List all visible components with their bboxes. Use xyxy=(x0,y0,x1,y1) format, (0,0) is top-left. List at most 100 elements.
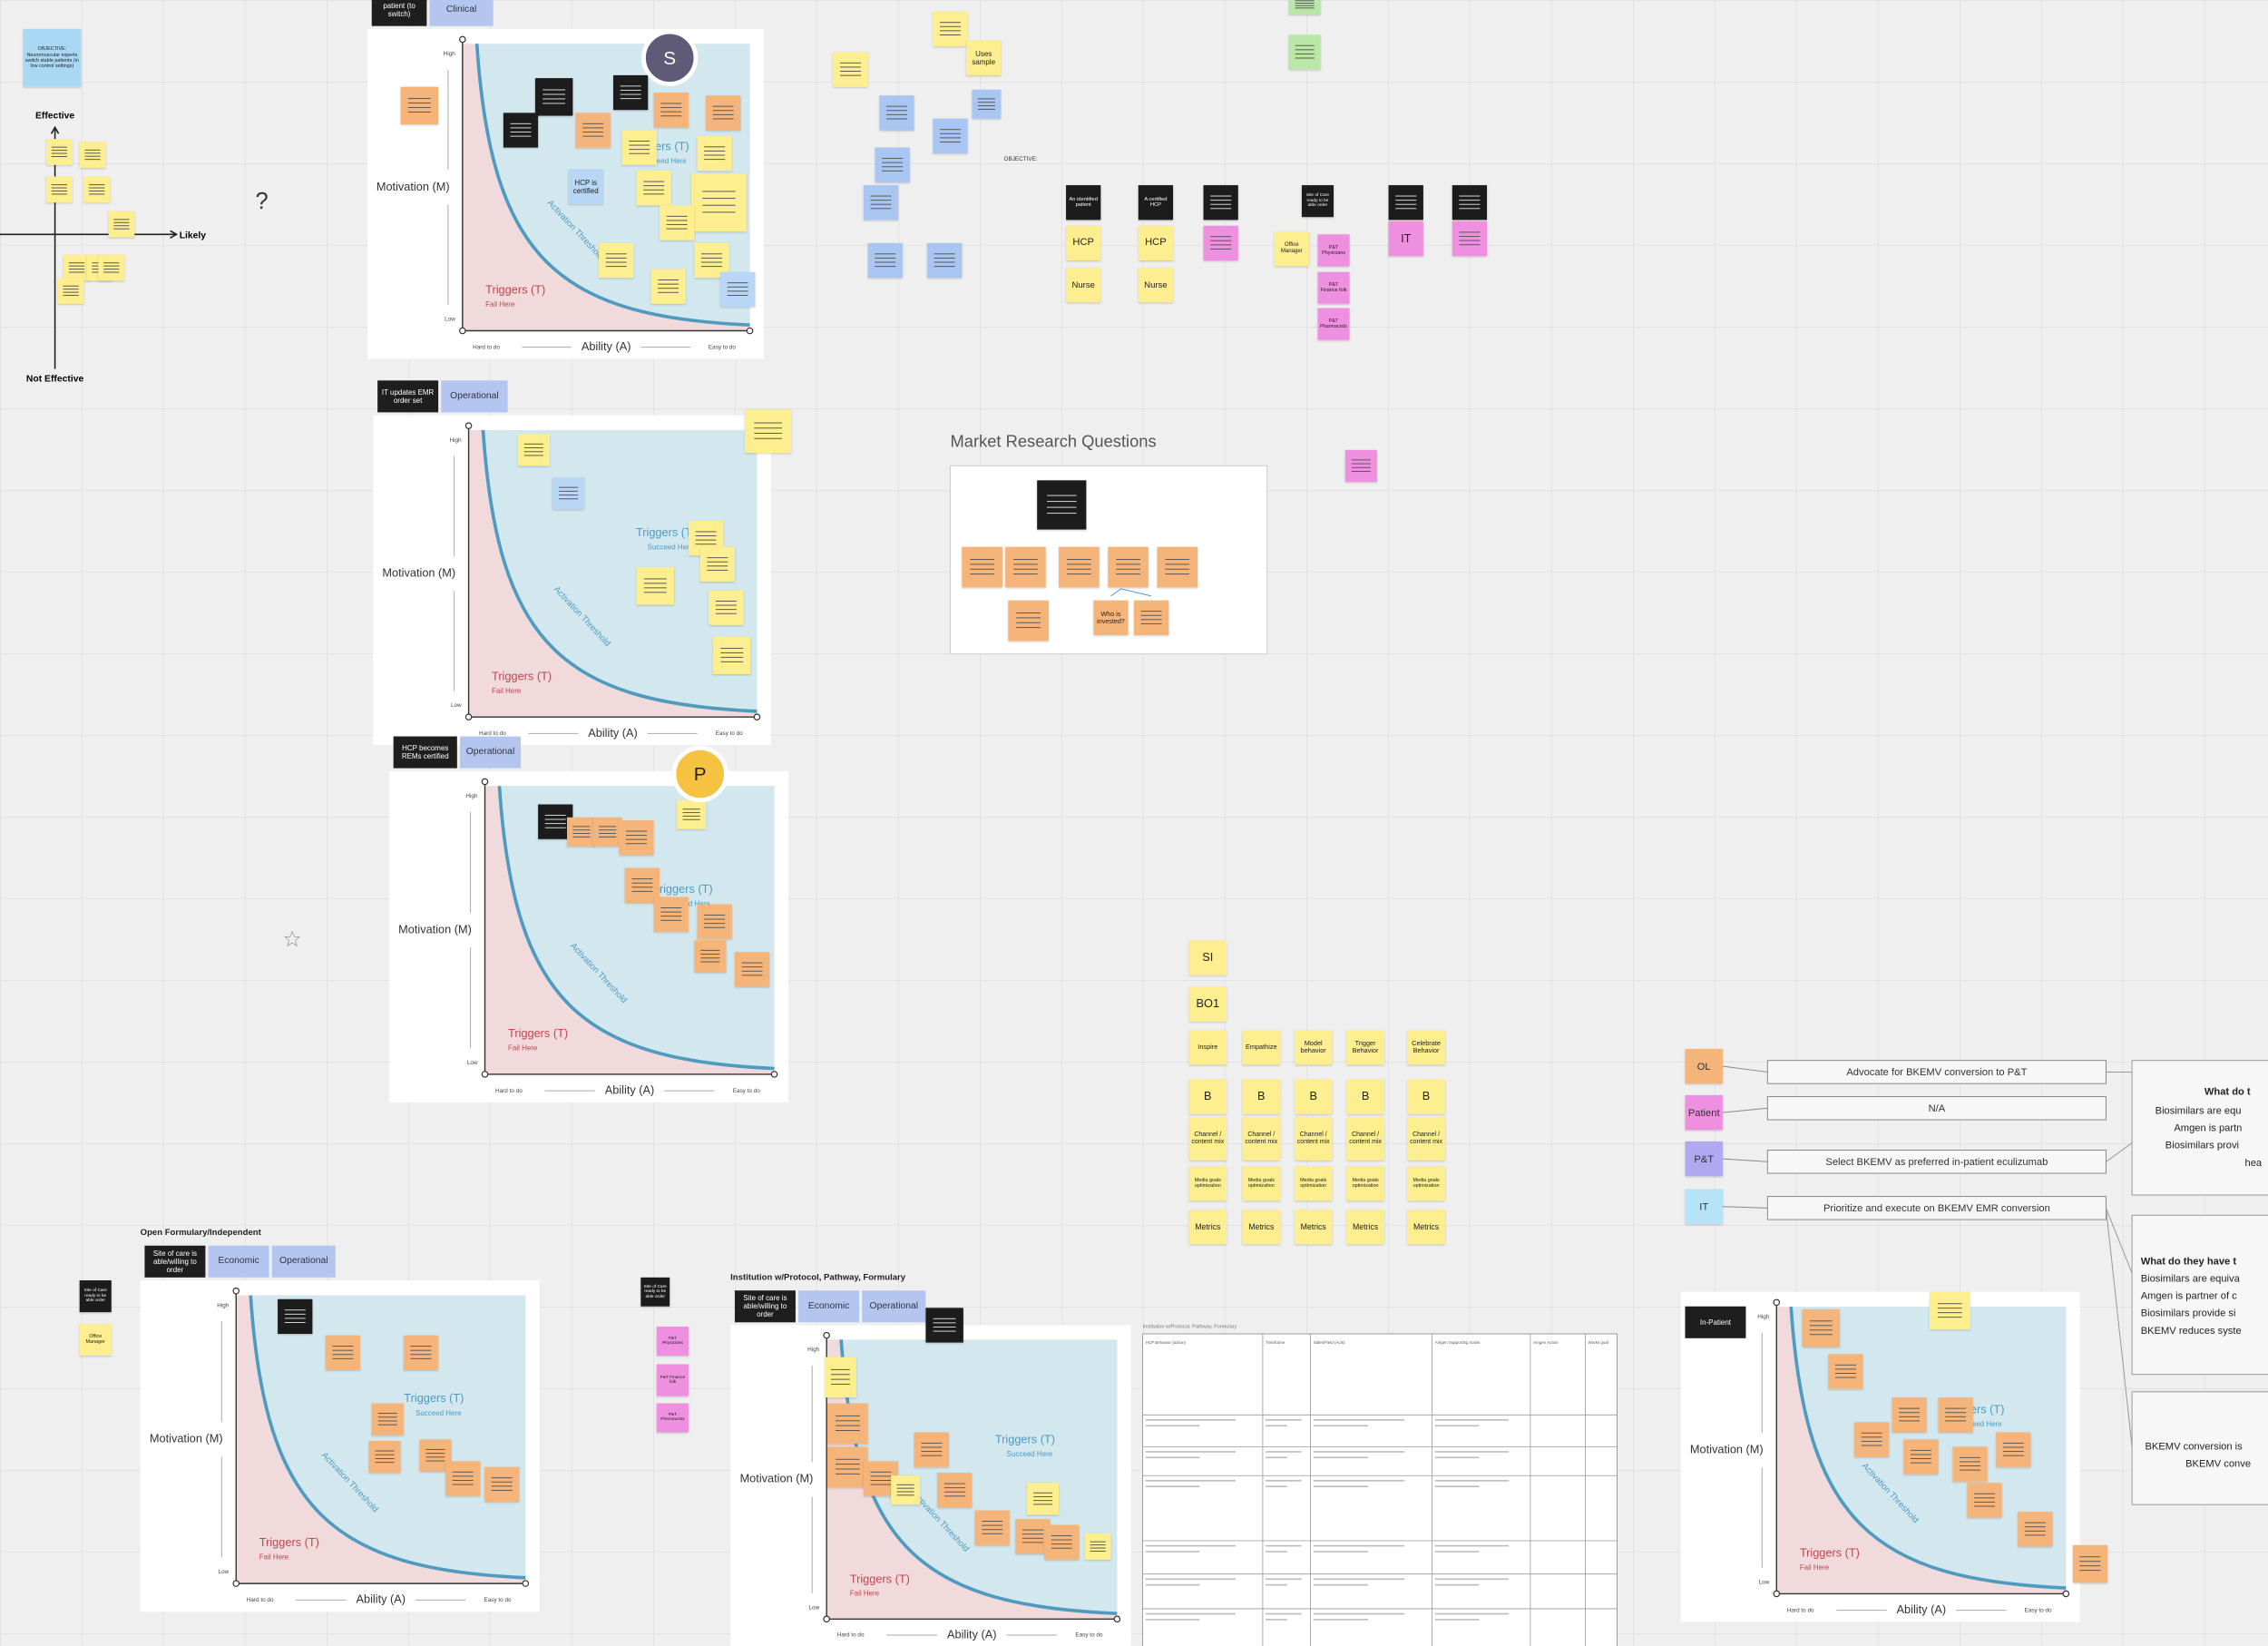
sticky-line xyxy=(1067,563,1091,565)
sticky-note xyxy=(1288,34,1321,70)
table-text-placeholder xyxy=(1266,1619,1287,1621)
sticky-label-text: Site of Care ready to be able order xyxy=(83,1288,107,1304)
sticky-label-text: Site of Care ready to be able order xyxy=(1305,193,1330,209)
succeed-sub-label: Succeed Here xyxy=(1956,1420,2002,1428)
sticky-line xyxy=(605,257,627,259)
sticky-line xyxy=(835,1430,860,1431)
sticky-line xyxy=(934,266,955,268)
sticky-note xyxy=(1388,185,1423,220)
sticky-label-text: BO1 xyxy=(1196,996,1220,1011)
sticky-line xyxy=(835,1473,860,1475)
hard-label: Hard to do xyxy=(1787,1607,1814,1613)
sticky-line xyxy=(2079,1570,2101,1572)
table-text-placeholder xyxy=(1266,1480,1302,1482)
sticky-note xyxy=(1346,1209,1384,1245)
sticky-note xyxy=(972,89,1002,119)
axis-end xyxy=(823,1331,830,1339)
info-panel xyxy=(2131,1060,2268,1196)
sticky-line xyxy=(660,907,682,908)
sticky-line xyxy=(1960,1465,1981,1467)
sticky-line xyxy=(605,266,627,268)
sticky-line xyxy=(921,1446,943,1448)
easy-label: Easy to do xyxy=(716,730,744,737)
sticky-line xyxy=(982,1533,1003,1534)
sticky-note xyxy=(1242,1079,1281,1114)
sticky-note xyxy=(575,113,611,148)
sticky-line xyxy=(754,427,782,429)
sticky-line xyxy=(830,1368,850,1370)
sticky-line xyxy=(626,835,648,837)
sticky-line xyxy=(754,433,782,434)
fail-label: Triggers (T) xyxy=(485,283,545,297)
sticky-line xyxy=(870,195,892,197)
succeed-label: Triggers (T) xyxy=(404,1391,464,1405)
sticky-note xyxy=(57,278,84,304)
info-panel xyxy=(2131,1214,2268,1376)
sticky-label: B xyxy=(1309,1089,1317,1103)
sticky-note xyxy=(1157,546,1198,588)
sticky-line xyxy=(1016,622,1041,623)
sticky-line xyxy=(660,103,682,104)
table-text-placeholder xyxy=(1313,1485,1368,1488)
sticky-line xyxy=(452,1479,474,1481)
sticky-line xyxy=(666,228,688,230)
sticky-note xyxy=(1138,225,1174,260)
sticky-line xyxy=(1047,501,1077,503)
sticky-note xyxy=(1138,267,1174,303)
sticky-note xyxy=(1037,480,1087,530)
sticky-note xyxy=(1294,1166,1333,1201)
sticky-line xyxy=(113,221,130,223)
sticky-line xyxy=(1899,1420,1921,1422)
sticky-line xyxy=(631,882,653,884)
sticky-note xyxy=(1346,1166,1384,1201)
sticky-line xyxy=(741,966,763,968)
sticky-line xyxy=(682,818,700,820)
sticky-line xyxy=(1861,1445,1882,1446)
sticky-line xyxy=(1351,463,1371,465)
table-text-placeholder xyxy=(1266,1451,1302,1453)
sticky-line xyxy=(113,225,130,227)
sticky-label: B xyxy=(1422,1089,1431,1102)
category-tag-label-text: Operational xyxy=(279,1256,328,1267)
succeed-label: Triggers (T) xyxy=(636,525,696,539)
sticky-line xyxy=(410,1349,432,1351)
sticky-label-text: B xyxy=(1309,1089,1317,1103)
sticky-line xyxy=(700,949,720,951)
sticky-line xyxy=(1067,568,1091,570)
sticky-line xyxy=(704,154,726,156)
panel-line: Amgen is partner of c xyxy=(2141,1291,2237,1302)
sticky-line xyxy=(1910,1454,1931,1455)
table-header: Amgen Supporting Gains xyxy=(1435,1340,1481,1345)
sticky-label: Media goals optimization xyxy=(1353,1178,1379,1189)
table-text-placeholder xyxy=(1145,1551,1200,1553)
sticky-line xyxy=(1459,203,1481,205)
sticky-line xyxy=(407,112,431,113)
sticky-line xyxy=(410,1346,432,1347)
sticky-line xyxy=(510,135,532,137)
objective-text: OBJECTIVE: xyxy=(1004,156,1038,162)
sticky-line xyxy=(658,291,679,293)
table-text-placeholder xyxy=(1145,1419,1237,1421)
sticky-line xyxy=(875,257,896,259)
sticky-line xyxy=(970,559,994,561)
sticky-line xyxy=(702,204,736,206)
sticky-line xyxy=(886,113,907,115)
sticky-line xyxy=(51,156,67,157)
sticky-note xyxy=(734,952,770,987)
sticky-line xyxy=(1910,1449,1931,1451)
sticky-line xyxy=(1809,1325,1833,1327)
sticky-note xyxy=(1066,267,1101,303)
sticky-note xyxy=(640,1277,670,1307)
easy-label: Easy to do xyxy=(2024,1607,2052,1613)
sticky-label: IT xyxy=(1401,231,1411,245)
table-text-placeholder xyxy=(1145,1425,1200,1427)
sticky-line xyxy=(1116,559,1141,561)
sticky-note xyxy=(1407,1116,1445,1161)
sticky-line xyxy=(870,200,892,201)
sticky-line xyxy=(720,652,744,653)
hard-label: Hard to do xyxy=(473,344,500,350)
sticky-note xyxy=(1388,220,1423,257)
sticky-note xyxy=(1892,1397,1927,1433)
sticky-line xyxy=(491,1485,513,1487)
sticky-line xyxy=(68,271,85,273)
